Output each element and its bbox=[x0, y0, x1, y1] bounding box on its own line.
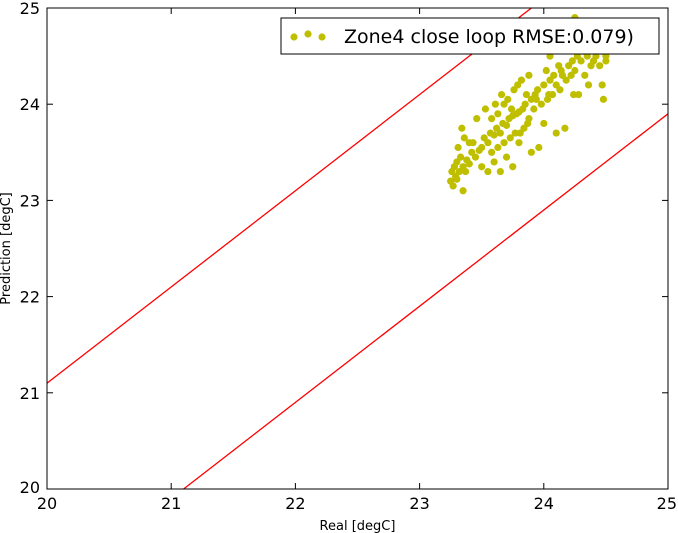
data-point bbox=[517, 76, 526, 84]
y-tick-label: 21 bbox=[20, 384, 40, 403]
reference-lines bbox=[46, 7, 669, 490]
data-point bbox=[596, 62, 604, 70]
data-point bbox=[545, 90, 553, 99]
data-point bbox=[473, 115, 481, 123]
data-point bbox=[557, 66, 565, 75]
data-point bbox=[465, 160, 473, 168]
data-point bbox=[490, 158, 498, 166]
data-point bbox=[497, 90, 506, 99]
data-point bbox=[449, 182, 457, 190]
plot-area-frame bbox=[46, 7, 669, 490]
data-point bbox=[602, 57, 610, 65]
data-point bbox=[542, 66, 550, 75]
data-point bbox=[515, 139, 523, 147]
data-point bbox=[599, 95, 608, 103]
data-point bbox=[527, 148, 535, 156]
data-point bbox=[478, 143, 486, 152]
data-point bbox=[522, 90, 531, 99]
data-point bbox=[556, 86, 564, 94]
x-tick-label: 23 bbox=[409, 494, 429, 513]
data-point bbox=[571, 66, 579, 75]
y-axis-label: Prediction [degC] bbox=[0, 192, 14, 304]
data-point bbox=[570, 90, 578, 99]
x-tick-label: 25 bbox=[657, 494, 677, 513]
data-point bbox=[494, 110, 502, 118]
legend-marker bbox=[290, 30, 326, 41]
data-point bbox=[533, 86, 542, 94]
legend-marker-dot bbox=[290, 33, 298, 41]
data-point bbox=[484, 167, 492, 176]
data-point bbox=[478, 163, 486, 171]
data-point bbox=[496, 167, 504, 176]
data-point bbox=[537, 100, 545, 108]
data-point bbox=[488, 115, 496, 123]
data-point bbox=[584, 81, 593, 89]
data-point bbox=[562, 76, 570, 84]
data-points bbox=[447, 14, 610, 195]
y-tick-label: 22 bbox=[20, 288, 40, 307]
data-point bbox=[456, 153, 465, 161]
data-point bbox=[509, 163, 517, 171]
data-point bbox=[521, 100, 529, 108]
reference-line-lower bbox=[183, 113, 669, 490]
legend: Zone4 close loop RMSE:0.079) bbox=[280, 17, 660, 55]
x-tick-label: 21 bbox=[161, 494, 181, 513]
y-tick-label: 24 bbox=[20, 95, 40, 114]
data-point bbox=[516, 129, 524, 137]
data-point bbox=[502, 153, 511, 161]
legend-label: Zone4 close loop RMSE:0.079) bbox=[344, 26, 634, 48]
x-axis-label: Real [degC] bbox=[320, 519, 396, 533]
data-point bbox=[454, 143, 462, 152]
legend-marker-dot bbox=[318, 33, 326, 41]
legend-box bbox=[280, 17, 660, 55]
x-tick-label: 22 bbox=[285, 494, 305, 513]
data-point bbox=[532, 95, 540, 103]
x-tick-label: 24 bbox=[534, 494, 554, 513]
data-point bbox=[502, 121, 511, 129]
data-point bbox=[561, 124, 569, 132]
data-point bbox=[488, 148, 496, 156]
data-point bbox=[577, 57, 585, 65]
data-point bbox=[568, 57, 576, 65]
data-point bbox=[525, 71, 533, 79]
data-point bbox=[540, 81, 548, 89]
data-point bbox=[453, 175, 461, 183]
data-point bbox=[484, 139, 492, 147]
data-point bbox=[461, 167, 470, 176]
data-point bbox=[458, 124, 466, 132]
data-point bbox=[460, 134, 468, 142]
data-point bbox=[471, 153, 480, 161]
data-point bbox=[507, 105, 516, 113]
data-point bbox=[491, 100, 499, 108]
y-tick-label: 25 bbox=[20, 0, 40, 18]
data-point bbox=[550, 71, 558, 79]
data-point bbox=[459, 187, 467, 195]
data-point bbox=[598, 81, 606, 89]
data-point bbox=[581, 71, 589, 79]
legend-marker-dot bbox=[304, 30, 312, 38]
data-point bbox=[574, 90, 583, 99]
data-point bbox=[530, 105, 538, 113]
data-point bbox=[496, 129, 504, 137]
data-point bbox=[490, 131, 498, 139]
data-point bbox=[525, 115, 533, 123]
data-point bbox=[506, 134, 514, 142]
data-point bbox=[552, 129, 560, 137]
data-point bbox=[511, 129, 519, 137]
data-point bbox=[500, 100, 508, 108]
x-tick-label: 20 bbox=[37, 494, 57, 513]
reference-line-upper bbox=[46, 7, 532, 384]
data-point bbox=[535, 143, 543, 152]
y-tick-label: 23 bbox=[20, 191, 40, 210]
data-point bbox=[500, 139, 508, 147]
data-point bbox=[465, 139, 473, 147]
y-tick-label: 20 bbox=[20, 478, 40, 497]
data-point bbox=[481, 105, 490, 113]
axis-ticks: 20 21 22 23 24 25 20 21 22 23 24 25 bbox=[20, 0, 677, 513]
data-point bbox=[540, 119, 548, 128]
data-point bbox=[494, 143, 502, 152]
